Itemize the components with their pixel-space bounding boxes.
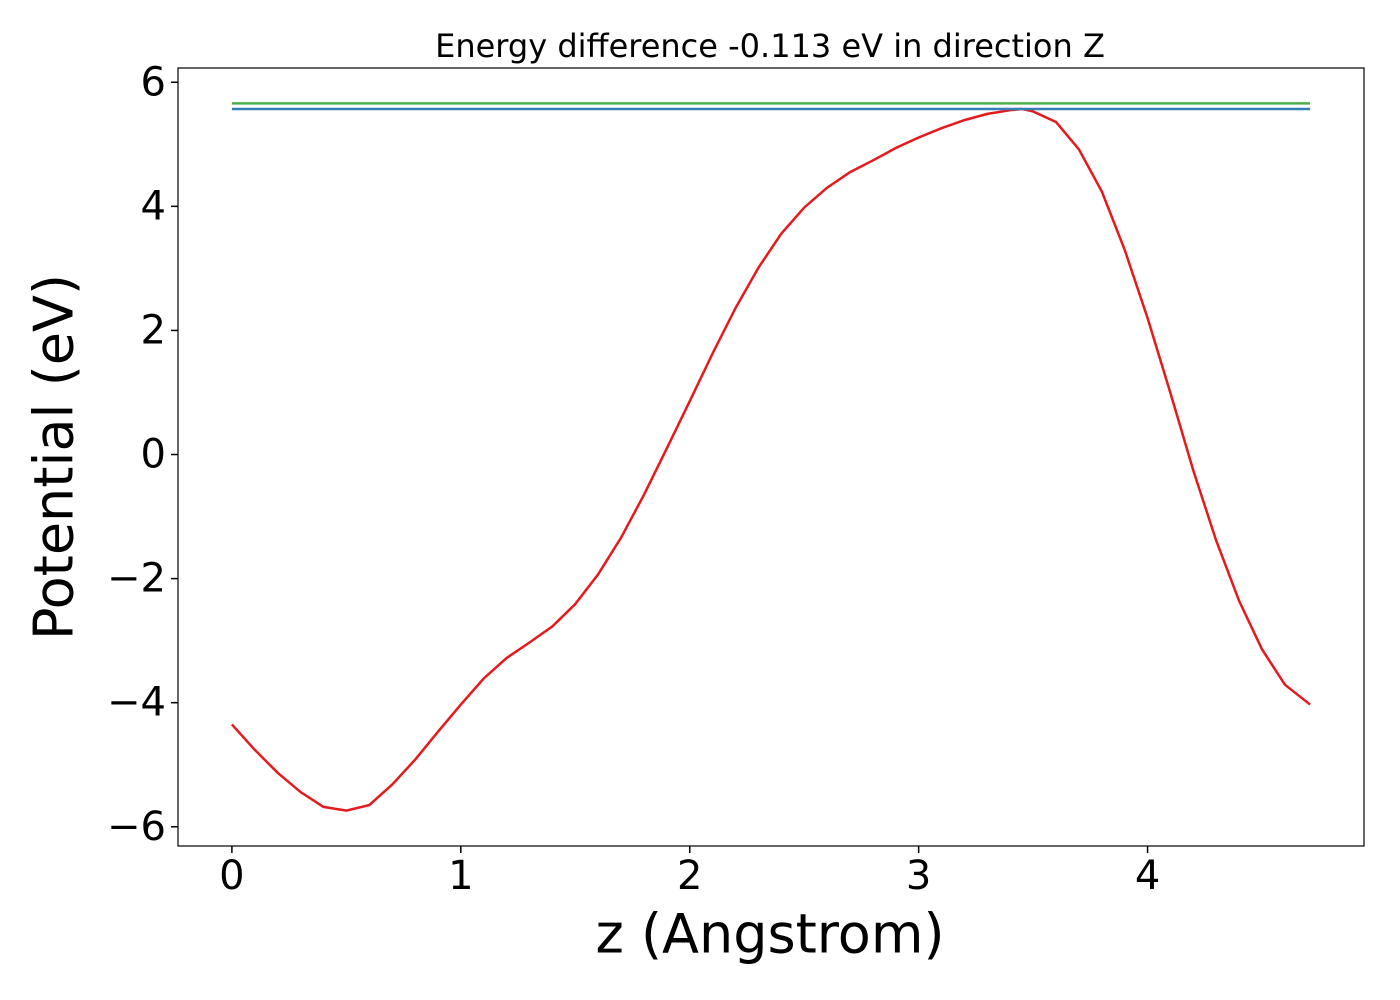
x-tick-label: 2 (677, 853, 702, 899)
x-tick-label: 0 (219, 853, 244, 899)
x-tick-label: 4 (1135, 853, 1160, 899)
x-tick-label: 3 (906, 853, 931, 899)
y-tick-label: 6 (141, 59, 166, 105)
y-tick-label: 2 (141, 307, 166, 353)
plot-frame (177, 67, 1365, 847)
x-tick-label: 1 (448, 853, 473, 899)
y-tick-label: 4 (141, 183, 166, 229)
y-tick-label: −4 (107, 680, 166, 726)
chart-title: Energy difference -0.113 eV in direction… (435, 27, 1105, 65)
x-axis-label: z (Angstrom) (595, 903, 944, 966)
y-tick-label: −6 (107, 804, 166, 850)
y-tick-label: 0 (141, 432, 166, 478)
y-axis-label: Potential (eV) (23, 274, 86, 640)
line-series (230, 107, 1311, 812)
y-tick-label: −2 (107, 556, 166, 602)
